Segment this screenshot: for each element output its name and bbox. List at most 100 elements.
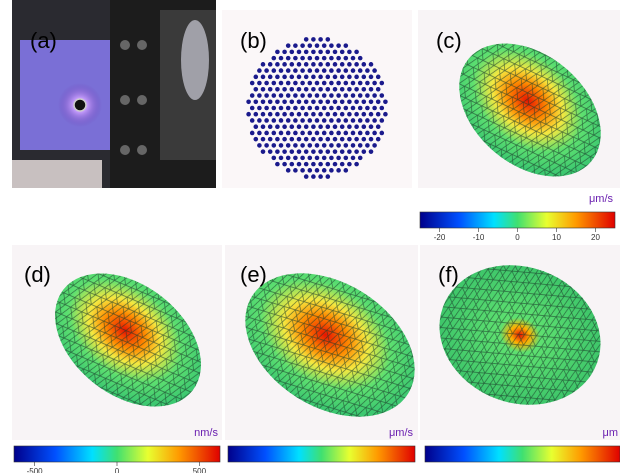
dot — [354, 112, 359, 117]
dot — [293, 43, 298, 48]
dot — [275, 62, 280, 67]
colorbar-unit: μm/s — [589, 193, 614, 205]
dot — [315, 106, 320, 111]
dot — [290, 50, 295, 55]
dot — [315, 81, 320, 86]
dot — [333, 137, 338, 142]
dot — [300, 81, 305, 86]
dot — [254, 87, 259, 92]
dot — [344, 156, 349, 161]
dot — [254, 75, 259, 80]
dot — [329, 81, 334, 86]
dot — [362, 87, 367, 92]
dot — [333, 99, 338, 104]
dot — [300, 43, 305, 48]
dot — [311, 62, 316, 67]
dot — [297, 87, 302, 92]
dot — [336, 118, 341, 123]
dot — [315, 156, 320, 161]
dot — [354, 50, 359, 55]
dot — [311, 37, 316, 42]
dot — [347, 124, 352, 129]
dot — [290, 87, 295, 92]
dot — [362, 99, 367, 104]
dot — [365, 93, 370, 98]
dot — [293, 68, 298, 73]
dot — [304, 62, 309, 67]
dot — [347, 50, 352, 55]
dot — [304, 112, 309, 117]
dot — [344, 106, 349, 111]
dot — [326, 174, 331, 179]
dot — [372, 106, 377, 111]
dot — [376, 137, 381, 142]
dot — [322, 93, 327, 98]
dot — [282, 99, 287, 104]
dot — [351, 68, 356, 73]
dot — [336, 106, 341, 111]
dot — [254, 124, 259, 129]
dot — [268, 62, 273, 67]
panel-label: (a) — [30, 28, 57, 53]
dot — [322, 143, 327, 148]
dot — [376, 87, 381, 92]
dot — [362, 75, 367, 80]
dot — [380, 81, 385, 86]
dot — [290, 75, 295, 80]
dot — [308, 168, 313, 173]
dot — [372, 143, 377, 148]
dot — [344, 118, 349, 123]
dot — [326, 162, 331, 167]
dot — [372, 93, 377, 98]
dot — [279, 81, 284, 86]
dot — [304, 137, 309, 142]
dot — [326, 137, 331, 142]
dot — [286, 93, 291, 98]
dot — [351, 81, 356, 86]
dot — [362, 62, 367, 67]
dot — [376, 75, 381, 80]
dot — [383, 112, 388, 117]
dot — [315, 131, 320, 136]
dot — [300, 168, 305, 173]
dot — [329, 93, 334, 98]
colorbar-unit: μm — [602, 427, 618, 439]
dot — [290, 162, 295, 167]
dot — [279, 118, 284, 123]
dot — [362, 112, 367, 117]
dot — [297, 112, 302, 117]
dot — [279, 131, 284, 136]
dot — [347, 149, 352, 154]
panel-label: (b) — [240, 28, 267, 53]
dot — [308, 81, 313, 86]
dot — [275, 99, 280, 104]
colorbar-unit: μm/s — [389, 427, 414, 439]
dot — [286, 81, 291, 86]
dot — [304, 149, 309, 154]
dot — [344, 81, 349, 86]
colorbar — [425, 446, 620, 462]
dot — [315, 43, 320, 48]
dot — [254, 137, 259, 142]
dot — [344, 131, 349, 136]
dot — [261, 137, 266, 142]
dot — [297, 99, 302, 104]
dot — [286, 106, 291, 111]
dot — [340, 149, 345, 154]
dot — [308, 143, 313, 148]
dot — [351, 93, 356, 98]
dot — [308, 156, 313, 161]
dot — [340, 162, 345, 167]
dot — [351, 56, 356, 61]
dot — [358, 106, 363, 111]
dot — [246, 112, 251, 117]
dot — [318, 99, 323, 104]
dot — [354, 162, 359, 167]
dot — [279, 56, 284, 61]
dot — [282, 162, 287, 167]
dot — [322, 43, 327, 48]
dot — [250, 118, 255, 123]
dot — [264, 68, 269, 73]
dot — [311, 50, 316, 55]
dot — [340, 99, 345, 104]
